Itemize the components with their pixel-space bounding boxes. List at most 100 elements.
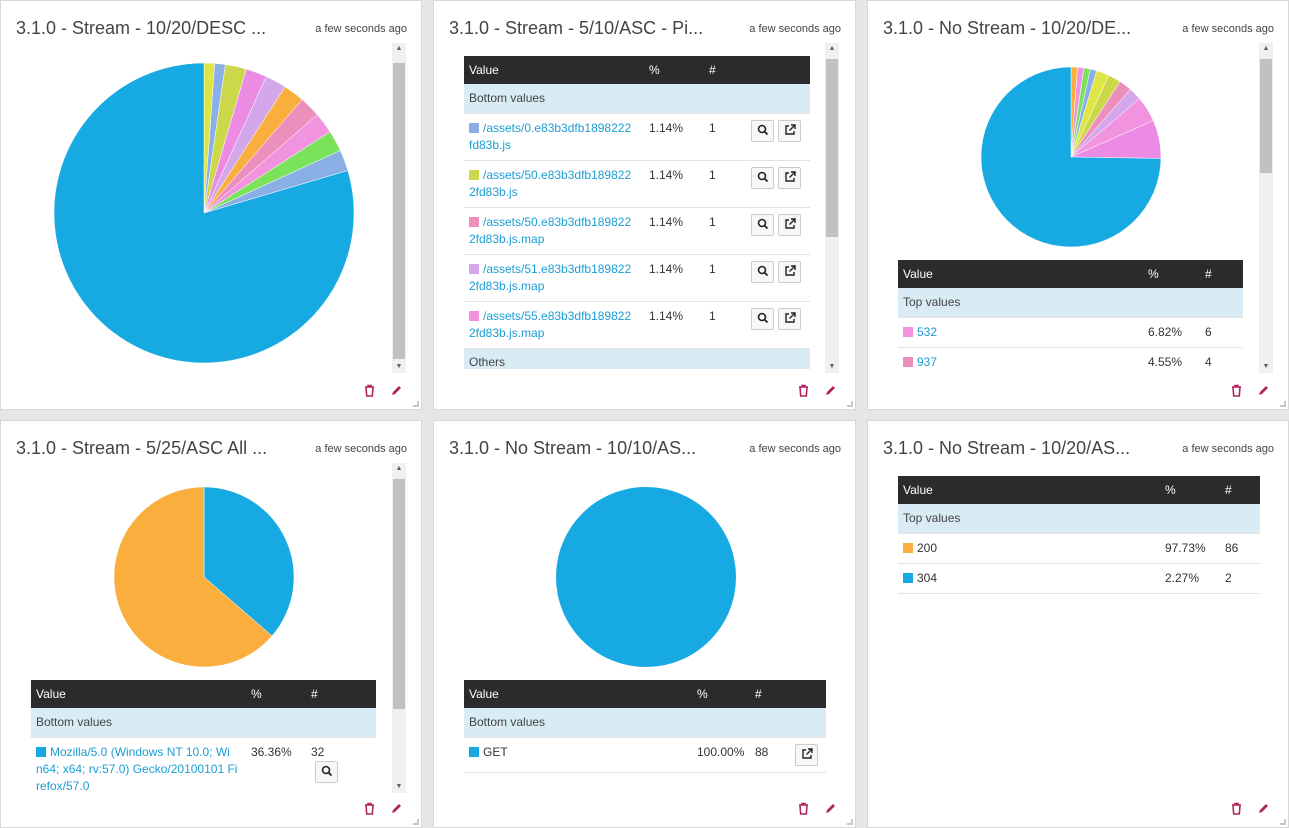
column-header-count[interactable]: # bbox=[306, 680, 376, 708]
value-link[interactable]: 2fd83b.js.map bbox=[469, 231, 545, 246]
count-cell: 2 bbox=[1220, 563, 1260, 594]
pie-slice-10[interactable] bbox=[980, 66, 1162, 248]
widget-title[interactable]: 3.1.0 - No Stream - 10/20/DE... bbox=[883, 18, 1132, 38]
pie-slice-10[interactable] bbox=[53, 62, 355, 364]
column-header-value[interactable]: Value bbox=[898, 260, 1143, 288]
value-link[interactable]: 532 bbox=[917, 324, 938, 339]
pie-slice-0[interactable] bbox=[203, 486, 295, 637]
pie-slice-0[interactable] bbox=[556, 487, 736, 667]
widget-title[interactable]: 3.1.0 - No Stream - 10/20/AS... bbox=[883, 438, 1131, 458]
widget-title[interactable]: 3.1.0 - Stream - 10/20/DESC ... bbox=[16, 18, 267, 38]
group-label: Top values bbox=[898, 504, 1260, 534]
scroll-up-icon[interactable]: ▲ bbox=[1262, 45, 1270, 52]
trash-icon[interactable] bbox=[1230, 802, 1243, 815]
widget-stream-10-20-desc: 3.1.0 - Stream - 10/20/DESC ... a few se… bbox=[0, 0, 422, 410]
resize-handle[interactable] bbox=[847, 401, 853, 407]
widget-title[interactable]: 3.1.0 - Stream - 5/25/ASC All ... bbox=[16, 438, 268, 458]
scroll-thumb[interactable] bbox=[393, 479, 405, 709]
value-link[interactable]: 2fd83b.js bbox=[469, 184, 518, 199]
external-link-icon[interactable] bbox=[778, 166, 801, 189]
scroll-thumb[interactable] bbox=[1260, 59, 1272, 173]
pencil-icon[interactable] bbox=[1257, 802, 1270, 815]
value-link[interactable]: fd83b.js bbox=[469, 137, 512, 152]
trash-icon[interactable] bbox=[363, 802, 376, 815]
widget-timestamp: a few seconds ago bbox=[1182, 23, 1274, 35]
widget-title[interactable]: 3.1.0 - No Stream - 10/10/AS... bbox=[449, 438, 697, 458]
column-header-percent[interactable]: % bbox=[1160, 476, 1220, 504]
column-header-value[interactable]: Value bbox=[31, 680, 246, 708]
pencil-icon[interactable] bbox=[824, 802, 837, 815]
external-link-icon[interactable] bbox=[778, 260, 801, 283]
magnifier-icon[interactable] bbox=[751, 307, 774, 330]
scroll-down-icon[interactable]: ▼ bbox=[395, 783, 403, 790]
resize-handle[interactable] bbox=[1280, 819, 1286, 825]
column-header-count[interactable]: # bbox=[750, 680, 826, 708]
magnifier-icon[interactable] bbox=[315, 760, 338, 783]
scrollbar[interactable]: ▲ ▼ bbox=[825, 43, 839, 373]
widget-title[interactable]: 3.1.0 - Stream - 5/10/ASC - Pi... bbox=[449, 18, 704, 38]
column-header-count[interactable]: # bbox=[1200, 260, 1243, 288]
external-link-icon[interactable] bbox=[778, 119, 801, 142]
pencil-icon[interactable] bbox=[824, 384, 837, 397]
magnifier-icon[interactable] bbox=[751, 166, 774, 189]
scroll-down-icon[interactable]: ▼ bbox=[1262, 363, 1270, 370]
value-link[interactable]: /assets/50.e83b3dfb189822 bbox=[483, 167, 632, 182]
column-header-percent[interactable]: % bbox=[644, 56, 704, 84]
magnifier-icon[interactable] bbox=[751, 119, 774, 142]
resize-handle[interactable] bbox=[847, 819, 853, 825]
trash-icon[interactable] bbox=[797, 384, 810, 397]
column-header-percent[interactable]: % bbox=[246, 680, 306, 708]
scroll-up-icon[interactable]: ▲ bbox=[395, 45, 403, 52]
value-link[interactable]: n64; x64; rv:57.0) Gecko/20100101 Fi bbox=[36, 761, 238, 776]
value-link[interactable]: 2fd83b.js.map bbox=[469, 325, 545, 340]
scroll-down-icon[interactable]: ▼ bbox=[395, 363, 403, 370]
count-cell: 1 bbox=[709, 120, 716, 135]
pencil-icon[interactable] bbox=[1257, 384, 1270, 397]
scrollbar[interactable]: ▲ ▼ bbox=[392, 463, 406, 793]
trash-icon[interactable] bbox=[797, 802, 810, 815]
column-header-percent[interactable]: % bbox=[1143, 260, 1200, 288]
external-link-icon[interactable] bbox=[795, 743, 818, 766]
count-cell: 32 bbox=[311, 744, 325, 759]
table-row: /assets/55.e83b3dfb189822 2fd83b.js.map 1… bbox=[464, 301, 810, 349]
external-link-icon[interactable] bbox=[778, 213, 801, 236]
trash-icon[interactable] bbox=[363, 384, 376, 397]
value-link[interactable]: 2fd83b.js.map bbox=[469, 278, 545, 293]
color-swatch bbox=[469, 169, 479, 180]
column-header-count[interactable]: # bbox=[704, 56, 810, 84]
scroll-thumb[interactable] bbox=[393, 63, 405, 359]
value-link[interactable]: /assets/55.e83b3dfb189822 bbox=[483, 308, 632, 323]
value-link[interactable]: /assets/0.e83b3dfb1898222 bbox=[483, 120, 632, 135]
group-label: Bottom values bbox=[31, 708, 376, 738]
percent-cell: 4.55% bbox=[1143, 347, 1200, 373]
scroll-up-icon[interactable]: ▲ bbox=[395, 465, 403, 472]
value-link[interactable]: Mozilla/5.0 (Windows NT 10.0; Wi bbox=[50, 744, 230, 759]
column-header-value[interactable]: Value bbox=[464, 680, 692, 708]
scroll-up-icon[interactable]: ▲ bbox=[828, 45, 836, 52]
scrollbar[interactable]: ▲ ▼ bbox=[1259, 43, 1273, 373]
value-link[interactable]: /assets/50.e83b3dfb189822 bbox=[483, 214, 632, 229]
resize-handle[interactable] bbox=[413, 819, 419, 825]
widget-no-stream-10-20-asc: 3.1.0 - No Stream - 10/20/AS... a few se… bbox=[867, 420, 1289, 828]
count-cell: 6 bbox=[1200, 317, 1243, 348]
trash-icon[interactable] bbox=[1230, 384, 1243, 397]
value-link[interactable]: 937 bbox=[917, 354, 938, 369]
resize-handle[interactable] bbox=[1280, 401, 1286, 407]
magnifier-icon[interactable] bbox=[751, 260, 774, 283]
value-link[interactable]: refox/57.0 bbox=[36, 778, 90, 793]
column-header-count[interactable]: # bbox=[1220, 476, 1260, 504]
percent-cell: 2.27% bbox=[1160, 563, 1220, 594]
pencil-icon[interactable] bbox=[390, 802, 403, 815]
resize-handle[interactable] bbox=[413, 401, 419, 407]
value-link[interactable]: /assets/51.e83b3dfb189822 bbox=[483, 261, 632, 276]
scroll-thumb[interactable] bbox=[826, 59, 838, 237]
column-header-value[interactable]: Value bbox=[898, 476, 1160, 504]
column-header-percent[interactable]: % bbox=[692, 680, 750, 708]
scrollbar[interactable]: ▲ ▼ bbox=[392, 43, 406, 373]
external-link-icon[interactable] bbox=[778, 307, 801, 330]
magnifier-icon[interactable] bbox=[751, 213, 774, 236]
pencil-icon[interactable] bbox=[390, 384, 403, 397]
column-header-value[interactable]: Value bbox=[464, 56, 644, 84]
scroll-down-icon[interactable]: ▼ bbox=[828, 363, 836, 370]
pie-slice-1[interactable] bbox=[113, 486, 273, 668]
